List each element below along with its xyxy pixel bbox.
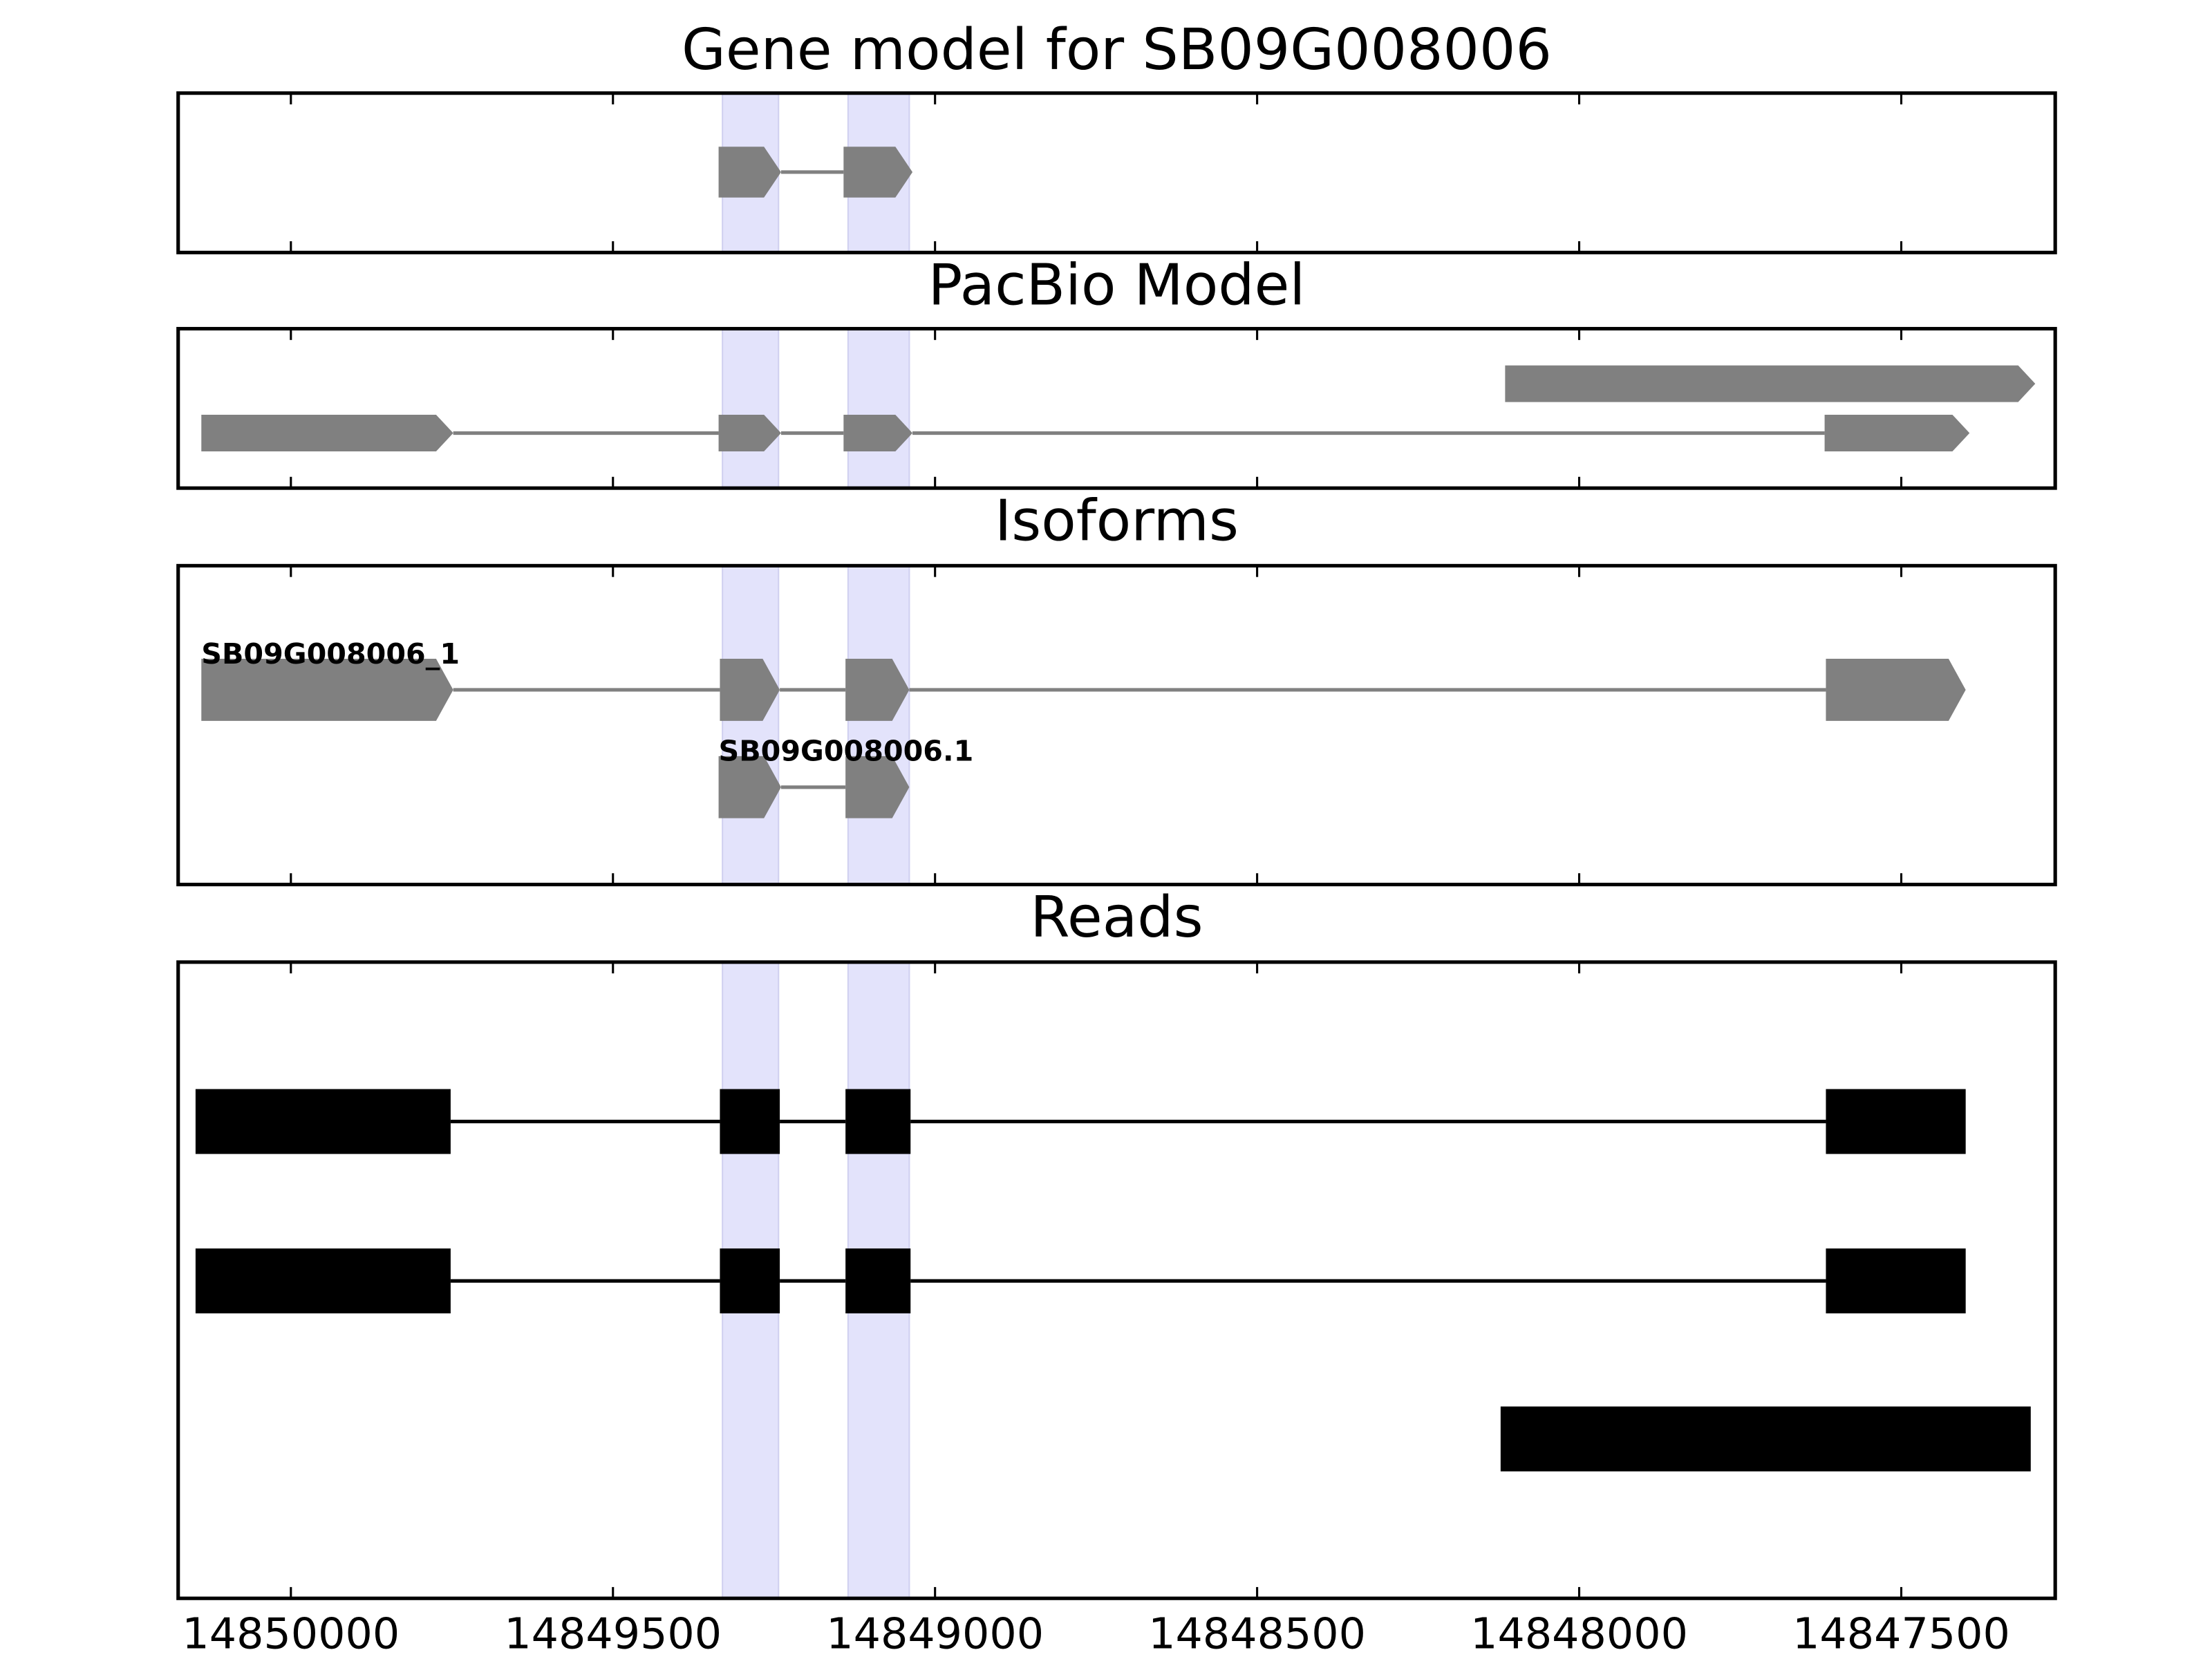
x-tick-label: 14849000 — [826, 1609, 1044, 1659]
exon — [201, 415, 453, 452]
exon — [843, 415, 913, 452]
exon — [1824, 415, 1970, 452]
x-tick-label: 14848000 — [1470, 1609, 1688, 1659]
highlight-band — [847, 565, 910, 885]
panel-title: Reads — [1030, 885, 1203, 950]
exon — [720, 1089, 780, 1154]
highlight-band — [722, 565, 780, 885]
exon — [1826, 1248, 1966, 1313]
highlight-band — [847, 328, 910, 489]
exon — [1505, 365, 2036, 402]
x-tick-label: 14848500 — [1148, 1609, 1366, 1659]
exon — [195, 1248, 451, 1313]
exon — [720, 1248, 780, 1313]
exon — [1826, 659, 1966, 721]
highlight-band — [722, 328, 780, 489]
isoform-label: SB09G008006.1 — [719, 735, 974, 768]
panel-frame — [176, 326, 2057, 490]
exon — [845, 1248, 911, 1313]
x-tick-label: 14849500 — [504, 1609, 722, 1659]
exon — [720, 659, 780, 721]
exon — [195, 1089, 451, 1154]
exon — [843, 147, 913, 198]
panel-frame — [176, 563, 2057, 887]
exon — [718, 756, 781, 818]
x-tick-label: 14847500 — [1792, 1609, 2010, 1659]
panel-title: Isoforms — [995, 489, 1239, 554]
panel-frame — [176, 91, 2057, 254]
isoform-label: SB09G008006_1 — [201, 637, 460, 671]
panel-frame — [176, 960, 2057, 1600]
exon — [845, 756, 910, 818]
x-tick-label: 14850000 — [182, 1609, 400, 1659]
exon — [1500, 1406, 2031, 1472]
exon — [845, 659, 910, 721]
exon — [718, 147, 781, 198]
exon — [1826, 1089, 1966, 1154]
exon — [718, 415, 781, 452]
panel-title: PacBio Model — [928, 253, 1306, 319]
exon — [845, 1089, 911, 1154]
exon — [201, 659, 453, 721]
panel-title: Gene model for SB09G008006 — [682, 17, 1552, 83]
